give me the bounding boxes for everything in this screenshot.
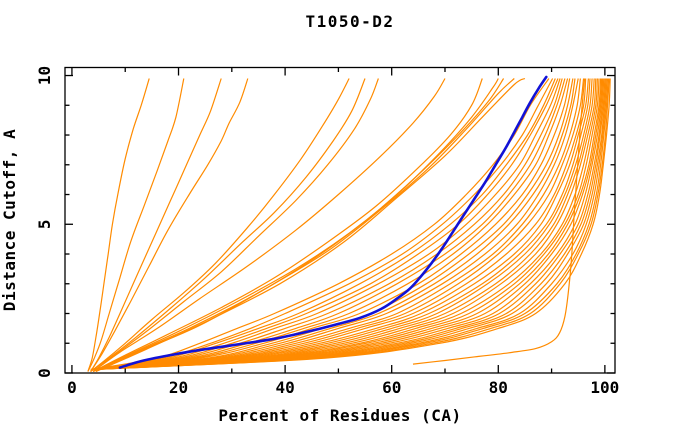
model-curve	[93, 78, 605, 370]
model-curve	[96, 78, 604, 370]
model-curve	[90, 78, 550, 370]
highlighted-model-curve	[118, 75, 548, 369]
model-curve	[95, 78, 611, 370]
model-curve	[95, 78, 556, 370]
model-curve	[95, 78, 569, 370]
model-curve	[94, 78, 561, 370]
model-curve	[95, 78, 591, 370]
x-tick-label: 60	[382, 378, 401, 397]
model-curve	[95, 78, 600, 370]
model-curve	[94, 78, 585, 370]
model-curve	[96, 78, 597, 370]
model-curve	[92, 78, 581, 370]
plot-frame	[64, 66, 616, 374]
model-curve	[96, 78, 609, 370]
model-curve	[95, 78, 606, 370]
axis-ticks-layer	[65, 67, 615, 374]
model-curve	[93, 78, 574, 370]
x-tick-label: 40	[275, 378, 294, 397]
model-curve	[92, 78, 505, 373]
model-curve	[92, 78, 607, 370]
chart-title: T1050-D2	[305, 12, 394, 31]
model-curve	[92, 78, 499, 373]
x-tick-label: 20	[169, 378, 188, 397]
x-tick-label: 0	[67, 378, 77, 397]
axis-tick-labels-layer: 0 20 40 60 80 100 0 5 10	[35, 66, 619, 397]
model-curve	[90, 78, 249, 372]
y-tick-label: 5	[35, 219, 54, 229]
y-tick-label: 10	[35, 66, 54, 85]
model-curve	[90, 78, 350, 372]
model-curve	[91, 78, 593, 370]
model-curve	[95, 77, 526, 373]
model-curve	[94, 78, 579, 370]
model-curve	[92, 78, 483, 373]
y-tick-label: 0	[35, 368, 54, 378]
x-tick-label: 100	[590, 378, 619, 397]
model-curve	[94, 78, 595, 370]
x-axis-label: Percent of Residues (CA)	[218, 406, 461, 425]
model-curve	[92, 78, 602, 370]
model-curve	[90, 78, 222, 372]
model-curve	[93, 78, 598, 370]
model-curve	[90, 78, 366, 372]
model-curve	[94, 78, 603, 370]
model-curve	[96, 78, 576, 370]
model-curve	[93, 78, 554, 370]
model-curve	[96, 78, 587, 370]
model-curve	[92, 78, 379, 372]
model-curve	[92, 78, 446, 372]
y-axis-label: Distance Cutoff, A	[0, 129, 19, 311]
model-curves-layer	[87, 75, 611, 373]
model-curve	[92, 78, 559, 370]
model-curve	[87, 78, 185, 372]
model-curve	[93, 78, 589, 370]
model-curve	[87, 78, 150, 372]
model-curve	[91, 78, 571, 370]
x-tick-label: 80	[489, 378, 508, 397]
